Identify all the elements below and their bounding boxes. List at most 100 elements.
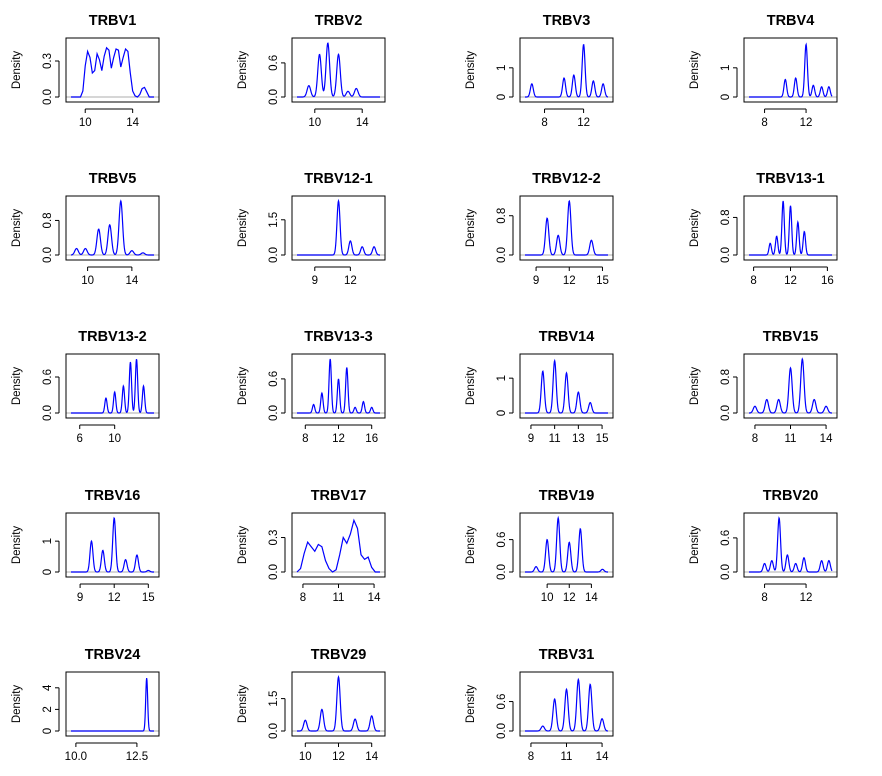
panel-title: TRBV20: [763, 488, 819, 504]
panel-title: TRBV14: [539, 329, 595, 345]
plot-frame: [291, 512, 386, 578]
y-tick-label: 0: [42, 728, 54, 734]
panel-title: TRBV17: [311, 488, 367, 504]
x-tick-label: 16: [365, 433, 378, 445]
x-tick-label: 12: [563, 592, 576, 604]
x-tick-label: 11: [785, 433, 797, 445]
y-tick-label: 0.8: [496, 208, 508, 224]
plot-frame: [291, 37, 386, 103]
y-axis-label: Density: [689, 51, 701, 90]
plot-frame: [65, 512, 160, 578]
x-tick-label: 12.5: [126, 751, 148, 763]
panel-title: TRBV12-1: [304, 171, 373, 187]
x-tick-label: 12: [332, 751, 345, 763]
density-curve: [525, 199, 608, 256]
panel-trbv1: TRBV1 Density 0.0 0.3 10 14: [11, 13, 160, 129]
y-tick-label: 4: [42, 684, 54, 691]
x-tick-label: 14: [585, 592, 598, 604]
y-tick-label: 1: [42, 538, 54, 544]
y-tick-label: 1.5: [268, 691, 280, 707]
y-tick-label: 0.0: [42, 247, 54, 263]
y-tick-label: 0.0: [720, 247, 732, 263]
y-tick-label: 0.8: [720, 369, 732, 385]
panel-trbv3: TRBV3 Density 0 1 8 12: [465, 13, 614, 129]
x-tick-label: 12: [563, 275, 576, 287]
panel-title: TRBV1: [89, 13, 137, 29]
y-axis-label: Density: [237, 685, 249, 724]
plot-frame: [291, 195, 386, 261]
y-axis-label: Density: [237, 51, 249, 90]
y-tick-label: 0.0: [720, 564, 732, 580]
x-tick-label: 12: [108, 592, 121, 604]
plot-frame: [519, 671, 614, 737]
y-tick-label: 0: [720, 94, 732, 100]
y-tick-label: 2: [42, 706, 54, 712]
panel-title: TRBV31: [539, 647, 595, 663]
plot-frame: [743, 37, 838, 103]
y-tick-label: 1: [720, 65, 732, 71]
panel-title: TRBV15: [763, 329, 819, 345]
x-tick-label: 14: [125, 275, 138, 287]
panel-trbv2: TRBV2 Density 0.0 0.6 10 14: [237, 13, 386, 129]
x-tick-label: 9: [533, 275, 539, 287]
x-tick-label: 10: [541, 592, 554, 604]
panel-title: TRBV16: [85, 488, 141, 504]
y-tick-label: 0.3: [268, 530, 280, 546]
x-tick-label: 12: [577, 117, 590, 129]
x-tick-label: 12: [344, 275, 357, 287]
panel-title: TRBV29: [311, 647, 367, 663]
y-tick-label: 1.5: [268, 212, 280, 228]
panel-trbv16: TRBV16 Density 0 1 9 12 15: [11, 488, 160, 604]
y-axis-label: Density: [11, 685, 23, 724]
panel-trbv12-1: TRBV12-1 Density 0.0 1.5 9 12: [237, 171, 386, 287]
panel-trbv15: TRBV15 Density 0.0 0.8 8 11 14: [689, 329, 838, 445]
y-tick-label: 0.0: [268, 723, 280, 739]
x-tick-label: 14: [596, 751, 609, 763]
panel-trbv19: TRBV19 Density 0.0 0.6 10 12 14: [465, 488, 614, 604]
y-tick-label: 0.8: [42, 212, 54, 228]
x-tick-label: 12: [800, 117, 813, 129]
x-tick-label: 15: [596, 433, 609, 445]
x-tick-label: 6: [77, 433, 83, 445]
x-tick-label: 8: [528, 751, 534, 763]
x-tick-label: 13: [572, 433, 585, 445]
panel-trbv17: TRBV17 Density 0.0 0.3 8 11 14: [237, 488, 386, 604]
y-tick-label: 0.0: [496, 247, 508, 263]
panel-trbv31: TRBV31 Density 0.0 0.6 8 11 14: [465, 647, 614, 763]
density-curve: [297, 675, 380, 732]
x-tick-label: 8: [752, 433, 758, 445]
panel-title: TRBV19: [539, 488, 595, 504]
density-curve: [71, 516, 154, 573]
y-tick-label: 0.0: [42, 89, 54, 105]
panel-title: TRBV4: [767, 13, 815, 29]
plot-frame: [291, 353, 386, 419]
plot-frame: [65, 671, 160, 737]
x-tick-label: 8: [541, 117, 547, 129]
x-tick-label: 11: [561, 751, 573, 763]
plot-frame: [519, 37, 614, 103]
x-tick-label: 14: [820, 433, 833, 445]
y-tick-label: 0.6: [268, 55, 280, 71]
y-axis-label: Density: [465, 367, 477, 406]
y-axis-label: Density: [465, 526, 477, 565]
panel-title: TRBV13-3: [304, 329, 373, 345]
density-curve: [297, 42, 380, 98]
x-tick-label: 15: [596, 275, 609, 287]
panel-title: TRBV3: [543, 13, 591, 29]
y-axis-label: Density: [11, 367, 23, 406]
y-tick-label: 0.0: [42, 405, 54, 421]
y-tick-label: 0.0: [496, 564, 508, 580]
x-tick-label: 9: [528, 433, 534, 445]
y-tick-label: 0: [42, 569, 54, 575]
plot-frame: [65, 37, 160, 103]
y-tick-label: 0.6: [720, 530, 732, 546]
y-axis-label: Density: [465, 209, 477, 248]
panel-trbv13-1: TRBV13-1 Density 0.0 0.8 8 12 16: [689, 171, 838, 287]
plot-frame: [65, 353, 160, 419]
y-tick-label: 0: [496, 410, 508, 416]
plot-frame: [519, 195, 614, 261]
x-tick-label: 11: [333, 592, 345, 604]
x-tick-label: 8: [750, 275, 756, 287]
y-tick-label: 0.8: [720, 209, 732, 225]
x-tick-label: 14: [126, 117, 139, 129]
